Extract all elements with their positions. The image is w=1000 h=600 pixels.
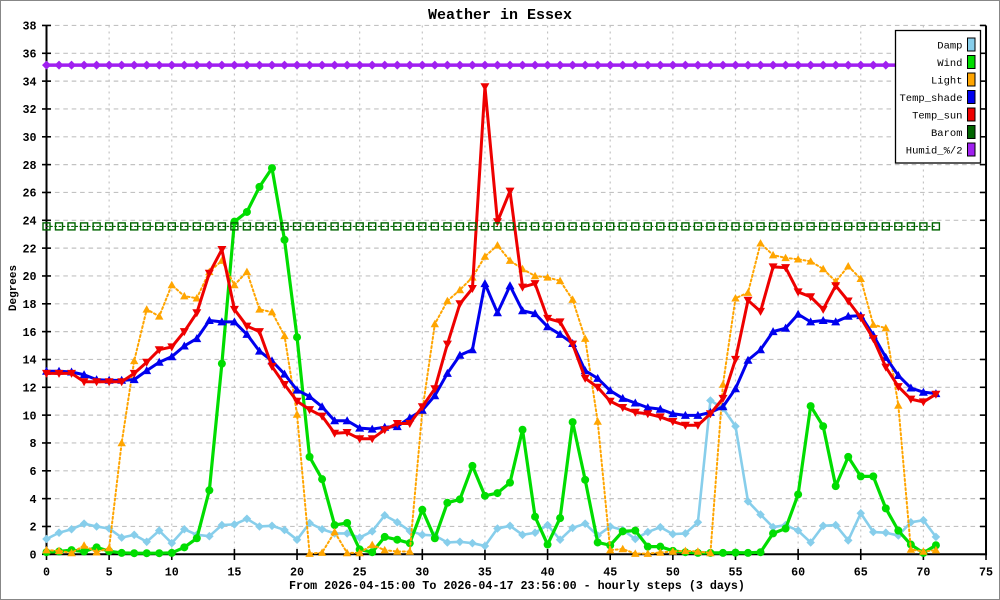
svg-text:10: 10: [22, 409, 36, 423]
svg-text:Weather in Essex: Weather in Essex: [428, 7, 572, 24]
svg-text:From 2026-04-15:00 To 2026-04-: From 2026-04-15:00 To 2026-04-17 23:56:0…: [289, 579, 745, 593]
svg-text:16: 16: [22, 326, 36, 340]
svg-text:55: 55: [728, 566, 742, 580]
svg-text:Damp: Damp: [937, 40, 962, 52]
svg-text:38: 38: [22, 20, 36, 34]
svg-text:28: 28: [22, 159, 36, 173]
svg-text:Temp_shade: Temp_shade: [899, 93, 962, 105]
svg-text:4: 4: [29, 493, 36, 507]
svg-text:34: 34: [22, 75, 36, 89]
svg-text:50: 50: [666, 566, 680, 580]
svg-text:0: 0: [29, 549, 36, 563]
svg-text:60: 60: [791, 566, 805, 580]
svg-text:Wind: Wind: [937, 58, 962, 70]
svg-text:2: 2: [29, 521, 36, 535]
svg-text:65: 65: [854, 566, 868, 580]
svg-text:Barom: Barom: [931, 128, 963, 140]
svg-text:30: 30: [22, 131, 36, 145]
svg-text:5: 5: [106, 566, 113, 580]
svg-text:30: 30: [415, 566, 429, 580]
svg-text:8: 8: [29, 437, 36, 451]
svg-text:70: 70: [916, 566, 930, 580]
svg-text:14: 14: [22, 354, 36, 368]
svg-text:Humid_%/2: Humid_%/2: [906, 145, 963, 157]
svg-text:24: 24: [22, 215, 36, 229]
svg-text:35: 35: [478, 566, 492, 580]
svg-text:25: 25: [353, 566, 367, 580]
svg-text:32: 32: [22, 103, 36, 117]
svg-text:22: 22: [22, 242, 36, 256]
svg-text:40: 40: [541, 566, 555, 580]
svg-text:18: 18: [22, 298, 36, 312]
svg-text:45: 45: [603, 566, 617, 580]
svg-text:36: 36: [22, 48, 36, 62]
svg-text:Degrees: Degrees: [8, 265, 20, 311]
svg-text:15: 15: [227, 566, 241, 580]
svg-text:20: 20: [22, 270, 36, 284]
svg-text:10: 10: [165, 566, 179, 580]
svg-text:12: 12: [22, 382, 36, 396]
svg-text:6: 6: [29, 465, 36, 479]
svg-text:20: 20: [290, 566, 304, 580]
svg-text:75: 75: [979, 566, 993, 580]
svg-text:Light: Light: [931, 75, 963, 87]
svg-text:Temp_sun: Temp_sun: [912, 110, 962, 122]
svg-text:26: 26: [22, 187, 36, 201]
svg-text:0: 0: [43, 566, 50, 580]
